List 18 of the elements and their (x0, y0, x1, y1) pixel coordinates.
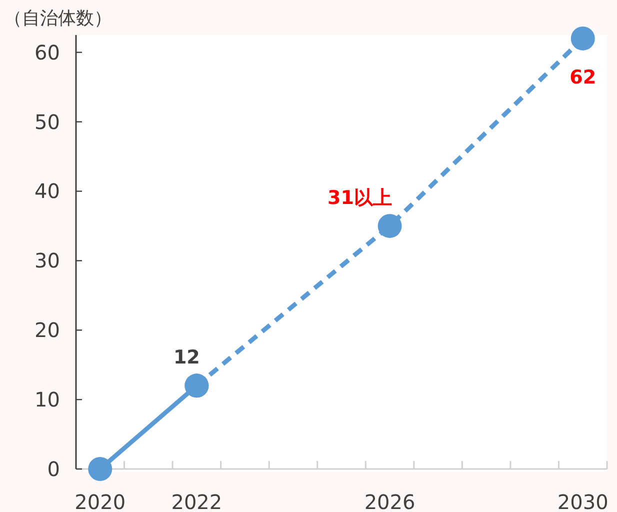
point (570, 26, 595, 50)
x-tick-label: 2020 (74, 490, 126, 512)
data-label: 12 (173, 346, 200, 369)
y-tick-label: 40 (34, 179, 60, 204)
annotation: 31以上 (328, 186, 392, 209)
y-tick-label: 50 (34, 110, 60, 134)
point (378, 214, 402, 238)
y-tick-label: 60 (34, 40, 60, 64)
x-tick-label: 2022 (171, 490, 222, 512)
data-label: 62 (570, 66, 596, 88)
y-tick-label: 0 (47, 457, 60, 481)
x-tick-label: 2026 (364, 490, 416, 512)
y-tick-label: 20 (34, 318, 60, 342)
x-tick-label: 2030 (557, 490, 608, 512)
y-tick-label: 30 (34, 248, 60, 273)
y-axis-title: （自治体数） (4, 8, 112, 29)
y-tick-label: 10 (34, 388, 60, 412)
point (88, 457, 112, 481)
